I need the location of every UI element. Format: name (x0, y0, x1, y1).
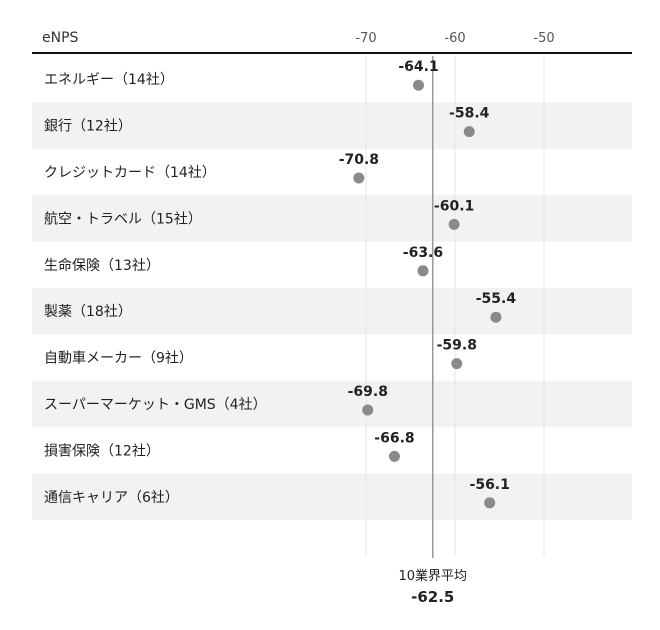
category-label: 損害保険（12社） (44, 443, 160, 459)
row-stripe (32, 288, 632, 335)
data-point (353, 172, 365, 184)
data-point (448, 218, 460, 230)
data-label: -63.6 (403, 245, 443, 261)
category-label: 航空・トラベル（15社） (44, 211, 202, 227)
category-label: 自動車メーカー（9社） (44, 350, 193, 367)
average-caption: 10業界平均 (398, 568, 467, 584)
x-tick-label: -60 (444, 31, 465, 46)
category-rows: エネルギー（14社） -64.1 銀行（12社） -58.4 クレジットカード（14社）… (44, 59, 517, 509)
column-header: eNPS (42, 30, 79, 46)
category-label: クレジットカード（14社） (44, 165, 216, 181)
data-point (417, 265, 429, 277)
category-label: スーパーマーケット・GMS（4社） (44, 397, 267, 413)
data-label: -60.1 (434, 198, 474, 214)
data-label: -70.8 (339, 152, 379, 168)
data-point (463, 126, 475, 138)
average-value: -62.5 (411, 588, 454, 606)
data-point (451, 358, 463, 370)
data-point (388, 450, 400, 462)
row-stripe (32, 473, 632, 520)
data-label: -58.4 (449, 106, 490, 122)
x-axis-ticks: -70 -60 -50 (355, 31, 554, 46)
category-label: 生命保険（13社） (44, 257, 160, 274)
category-label: 銀行（12社） (44, 119, 132, 135)
data-point (362, 404, 374, 416)
row-stripes (32, 102, 632, 520)
category-label: 製薬（18社） (44, 304, 132, 320)
data-label: -69.8 (348, 384, 388, 400)
data-point (413, 79, 425, 91)
row-stripe (32, 195, 632, 242)
category-label: 通信キャリア（6社） (44, 490, 179, 506)
data-label: -66.8 (374, 430, 414, 446)
x-tick-label: -50 (533, 31, 554, 46)
tick-gridlines (365, 56, 545, 556)
row-stripe (32, 102, 632, 149)
data-label: -55.4 (476, 291, 517, 307)
data-point (484, 497, 496, 509)
data-label: -64.1 (398, 59, 438, 75)
data-point (490, 311, 502, 323)
row-stripe (32, 380, 632, 428)
data-label: -56.1 (470, 477, 510, 493)
data-label: -59.8 (437, 338, 477, 354)
x-tick-label: -70 (355, 31, 376, 46)
category-label: エネルギー（14社） (44, 72, 174, 88)
